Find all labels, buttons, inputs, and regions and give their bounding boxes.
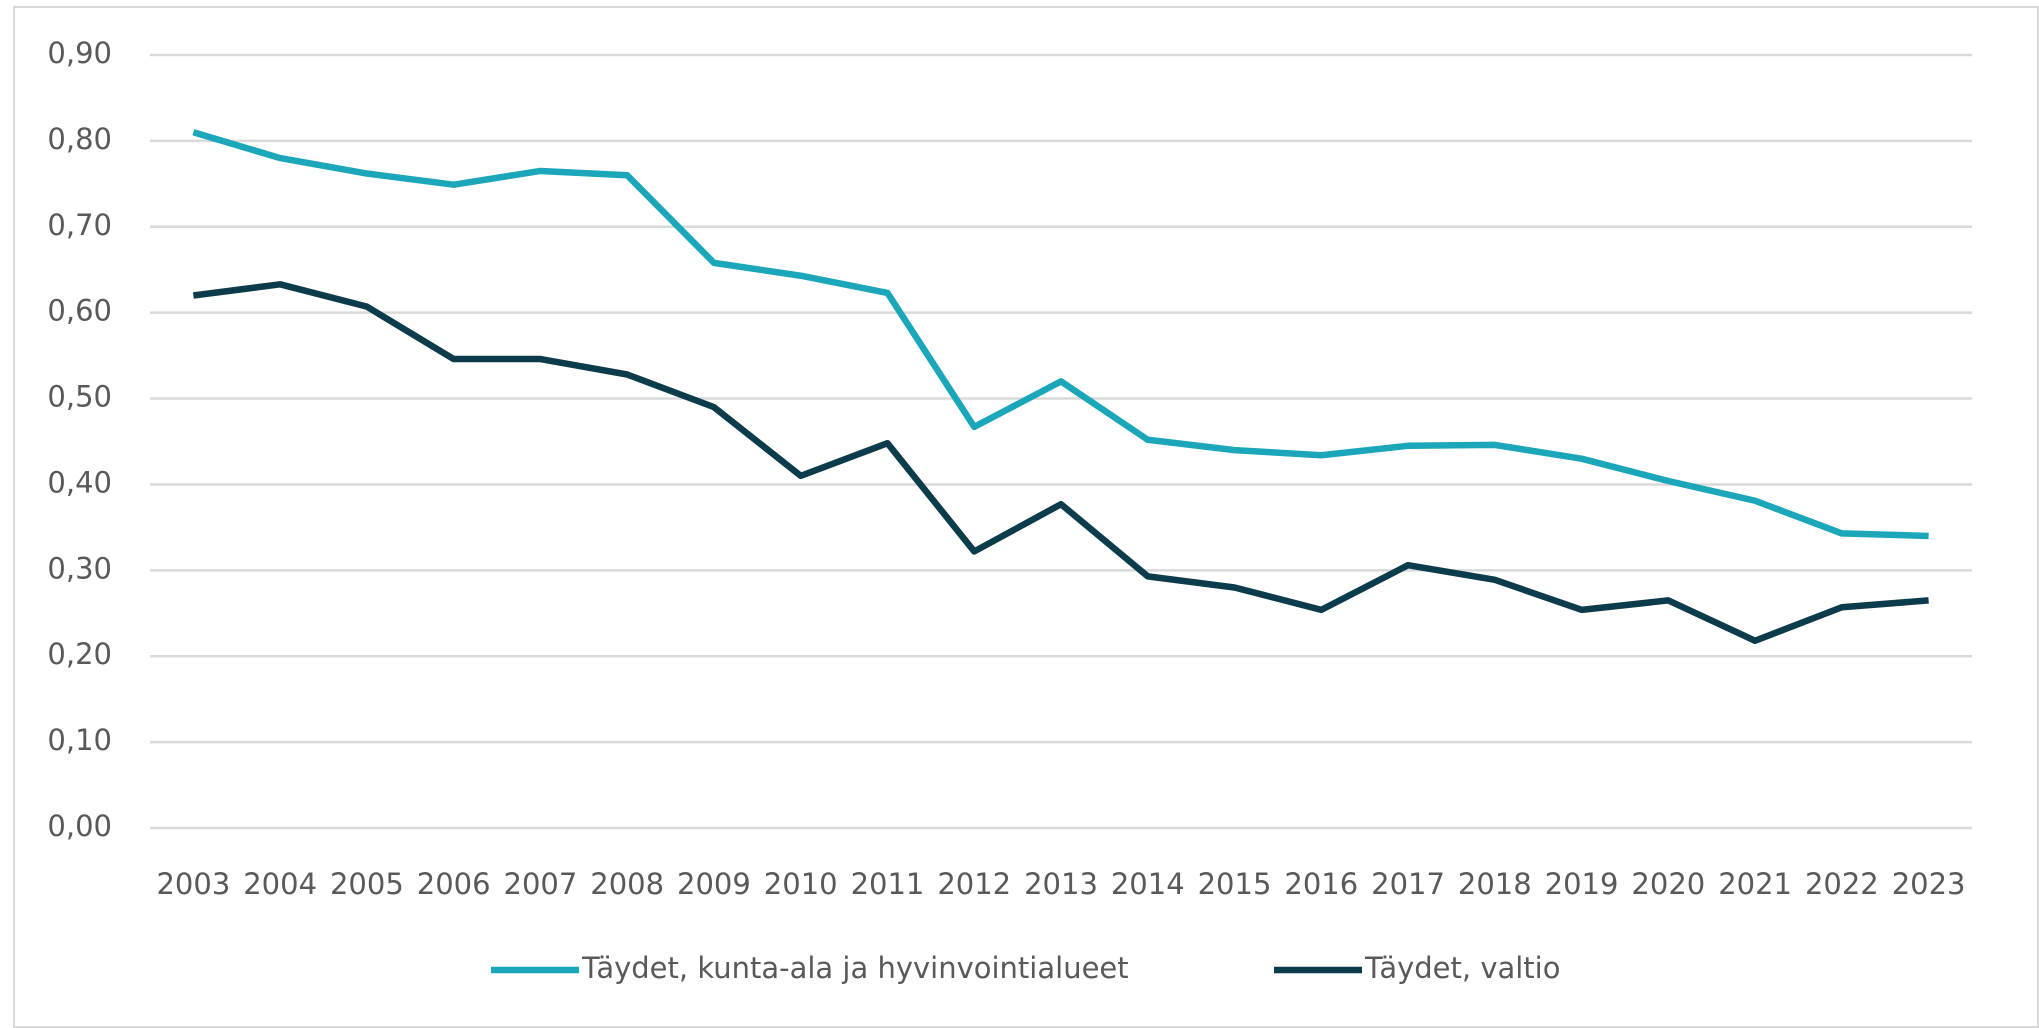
- x-tick-label: 2009: [677, 867, 751, 901]
- x-tick-label: 2010: [764, 867, 838, 901]
- y-tick-label: 0,90: [47, 36, 112, 70]
- legend-label: Täydet, valtio: [1364, 951, 1560, 985]
- x-tick-label: 2008: [590, 867, 664, 901]
- x-tick-label: 2003: [156, 867, 230, 901]
- x-tick-label: 2018: [1458, 867, 1532, 901]
- x-tick-label: 2007: [504, 867, 578, 901]
- x-tick-label: 2019: [1545, 867, 1619, 901]
- x-tick-label: 2014: [1111, 867, 1185, 901]
- chart-frame: [13, 6, 2039, 1028]
- y-tick-label: 0,30: [47, 551, 112, 585]
- x-tick-label: 2021: [1718, 867, 1792, 901]
- x-tick-label: 2016: [1284, 867, 1358, 901]
- x-tick-label: 2022: [1805, 867, 1879, 901]
- y-tick-label: 0,70: [47, 208, 112, 242]
- legend-label: Täydet, kunta-ala ja hyvinvointialueet: [581, 951, 1129, 985]
- x-tick-label: 2013: [1024, 867, 1098, 901]
- y-tick-label: 0,50: [47, 380, 112, 414]
- x-tick-label: 2005: [330, 867, 404, 901]
- x-tick-label: 2017: [1371, 867, 1445, 901]
- y-tick-label: 0,80: [47, 122, 112, 156]
- data-line: [192, 129, 1929, 540]
- x-tick-label: 2004: [243, 867, 317, 901]
- x-tick-label: 2011: [851, 867, 925, 901]
- x-tick-label: 2006: [417, 867, 491, 901]
- y-tick-label: 0,10: [47, 723, 112, 757]
- y-tick-label: 0,20: [47, 637, 112, 671]
- y-tick-label: 0,60: [47, 294, 112, 328]
- x-tick-label: 2023: [1892, 867, 1966, 901]
- data-line: [192, 281, 1929, 645]
- x-tick-label: 2012: [937, 867, 1011, 901]
- x-tick-label: 2020: [1631, 867, 1705, 901]
- y-tick-label: 0,00: [47, 809, 112, 843]
- x-tick-label: 2015: [1198, 867, 1272, 901]
- y-tick-label: 0,40: [47, 465, 112, 499]
